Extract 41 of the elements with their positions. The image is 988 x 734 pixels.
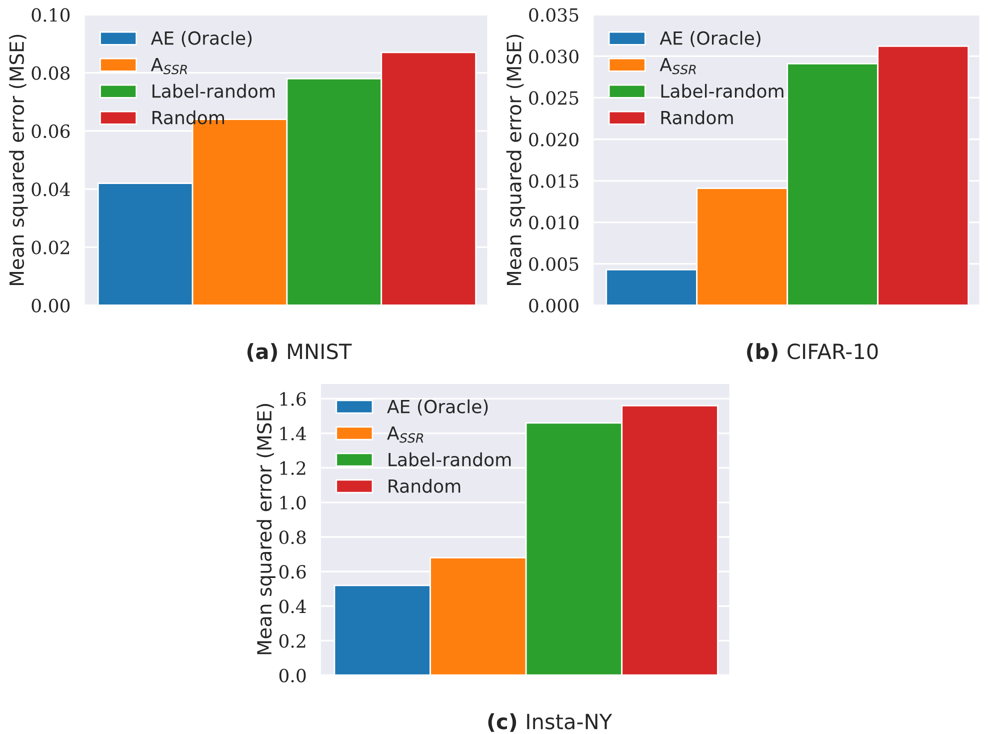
y-axis-title: Mean squared error (MSE): [8, 34, 28, 285]
legend-label: Label-random: [388, 452, 511, 466]
legend-label: AE (Oracle): [150, 30, 252, 48]
legend-label: Random: [661, 110, 733, 124]
y-tick-label: 0.2: [279, 634, 306, 648]
legend-label: Label-random: [661, 84, 784, 98]
y-axis-title: Mean squared error (MSE): [256, 404, 276, 654]
y-tick-label: 0.6: [279, 565, 306, 579]
y-tick-label: 0.4: [279, 600, 306, 614]
y-tick-label: 0.020: [529, 132, 578, 146]
legend-label: AE (Oracle): [387, 399, 488, 416]
legend-label: A$_{SSR}$: [660, 58, 696, 74]
y-tick-label: 0.005: [529, 257, 578, 271]
text: (a) MNIST: [247, 343, 352, 362]
y-tick-label: 0.010: [529, 216, 578, 230]
y-tick-label: 1.6: [280, 392, 306, 406]
y-tick-label: 0.06: [32, 124, 70, 138]
y-tick-label: 1.0: [280, 496, 306, 510]
y-tick-label: 1.2: [280, 461, 306, 475]
legend-label: A$_{SSR}$: [387, 426, 424, 443]
y-tick-label: 0.035: [529, 8, 578, 22]
legend-label: Label-random: [152, 84, 275, 98]
y-tick-label: 0.08: [32, 66, 70, 80]
y-tick-label: 0.015: [529, 174, 578, 188]
y-tick-label: 0.10: [32, 8, 70, 22]
y-tick-label: 0.0: [279, 668, 306, 682]
y-tick-label: 0.04: [32, 182, 70, 196]
legend-label: AE (Oracle): [660, 30, 760, 48]
legend-label: Random: [152, 110, 224, 124]
text: (c) Insta-NY: [488, 713, 612, 732]
y-tick-label: 0.00: [32, 298, 70, 312]
legend-label: A$_{SSR}$: [150, 58, 187, 74]
text: (b) CIFAR-10: [747, 343, 878, 362]
y-tick-label: 0.02: [32, 240, 70, 254]
y-tick-label: 0.000: [529, 298, 578, 312]
y-tick-label: 0.025: [529, 91, 578, 105]
y-tick-label: 0.030: [529, 50, 578, 64]
legend-label: Random: [388, 478, 460, 493]
y-tick-label: 0.8: [279, 530, 306, 544]
y-tick-label: 1.4: [280, 426, 306, 440]
y-axis-title: Mean squared error (MSE): [506, 34, 526, 285]
